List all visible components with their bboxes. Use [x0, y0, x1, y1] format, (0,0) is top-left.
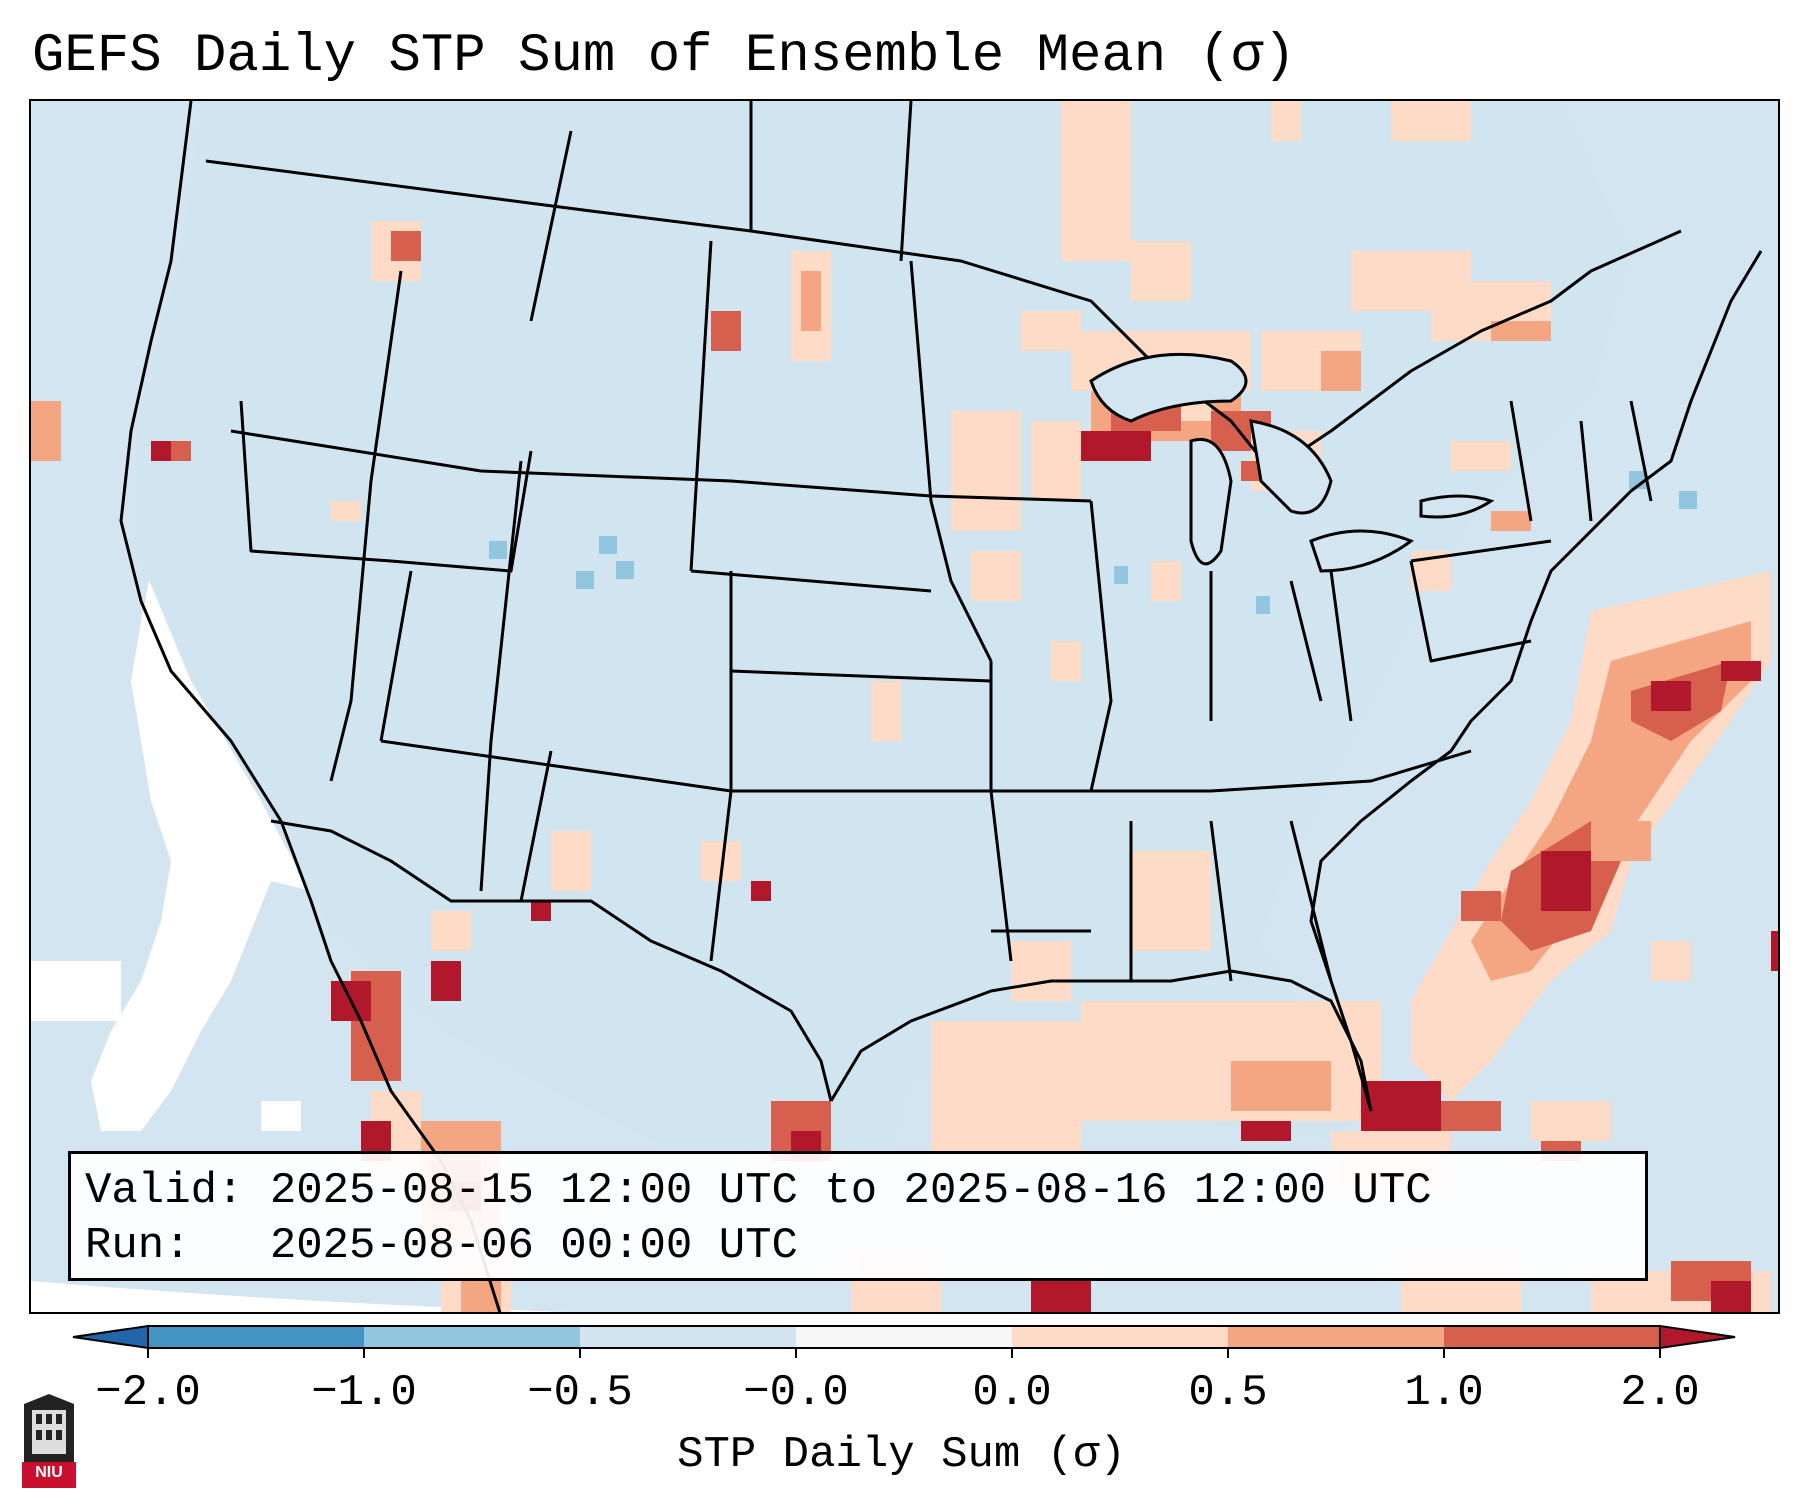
- anomaly-cells-negative: [489, 471, 1697, 614]
- colorbar-extend-max: [1659, 1324, 1736, 1350]
- colorbar-tick-label: 0.0: [972, 1368, 1052, 1418]
- anomaly-cells-scattered: [151, 221, 1211, 1001]
- colorbar-segment: [364, 1326, 580, 1348]
- neutral-region: [31, 571, 341, 1131]
- validity-info-box: Valid: 2025-08-15 12:00 UTC to 2025-08-1…: [68, 1151, 1648, 1281]
- colorbar-segment: [796, 1326, 1012, 1348]
- run-time: 2025-08-06 00:00 UTC: [269, 1221, 798, 1271]
- colorbar-tick-label: −0.5: [527, 1368, 633, 1418]
- great-lakes: [1089, 352, 1495, 573]
- colorbar-tick-label: 0.5: [1188, 1368, 1268, 1418]
- valid-time: 2025-08-15 12:00 UTC to 2025-08-16 12:00…: [269, 1166, 1432, 1216]
- colorbar-tick-label: 1.0: [1404, 1368, 1484, 1418]
- map-panel: Valid: 2025-08-15 12:00 UTC to 2025-08-1…: [29, 99, 1780, 1314]
- anomaly-cells-atlantic: [1411, 571, 1778, 1101]
- lake-ontario: [1419, 494, 1495, 519]
- run-label: Run:: [85, 1221, 191, 1271]
- land-areas: [141, 101, 1631, 1191]
- colorbar-tick-label: −2.0: [95, 1368, 201, 1418]
- colorbar-border: [147, 1325, 1661, 1349]
- mexico-us-border: [270, 819, 833, 1102]
- colorbar-segment: [1228, 1326, 1444, 1348]
- niu-logo: NIU: [20, 1392, 78, 1490]
- gulf-coastline: [829, 969, 1373, 1112]
- colorbar-label: STP Daily Sum (σ): [677, 1430, 1126, 1480]
- valid-line: Valid: 2025-08-15 12:00 UTC to 2025-08-1…: [85, 1164, 1631, 1219]
- political-borders: [119, 101, 1763, 1312]
- valid-label: Valid:: [85, 1166, 244, 1216]
- map-canvas: [31, 101, 1778, 1312]
- colorbar-segment: [1444, 1326, 1660, 1348]
- pacific-coastline: [119, 101, 502, 1312]
- colorbar-tick-label: −1.0: [311, 1368, 417, 1418]
- run-line: Run: 2025-08-06 00:00 UTC: [85, 1219, 1631, 1274]
- niu-logo-text: NIU: [35, 1464, 63, 1481]
- colorbar-segment: [1012, 1326, 1228, 1348]
- colorbar-extend-min: [72, 1324, 149, 1350]
- colorbar: [72, 1324, 1736, 1358]
- colorbar-segment: [580, 1326, 796, 1348]
- anomaly-cells-gulf: [771, 1001, 1771, 1312]
- colorbar-segment: [148, 1326, 364, 1348]
- lake-erie: [1309, 529, 1415, 573]
- canada-us-border: [205, 159, 1682, 473]
- projection-edge: [31, 1281, 567, 1312]
- colorbar-tick-label: −0.0: [743, 1368, 849, 1418]
- lake-michigan: [1189, 438, 1233, 566]
- colorbar-tick-label: 2.0: [1620, 1368, 1700, 1418]
- map-title: GEFS Daily STP Sum of Ensemble Mean (σ): [32, 26, 1296, 87]
- lake-huron: [1249, 419, 1333, 515]
- atlantic-coastline: [1309, 250, 1763, 1112]
- lake-superior: [1089, 352, 1248, 423]
